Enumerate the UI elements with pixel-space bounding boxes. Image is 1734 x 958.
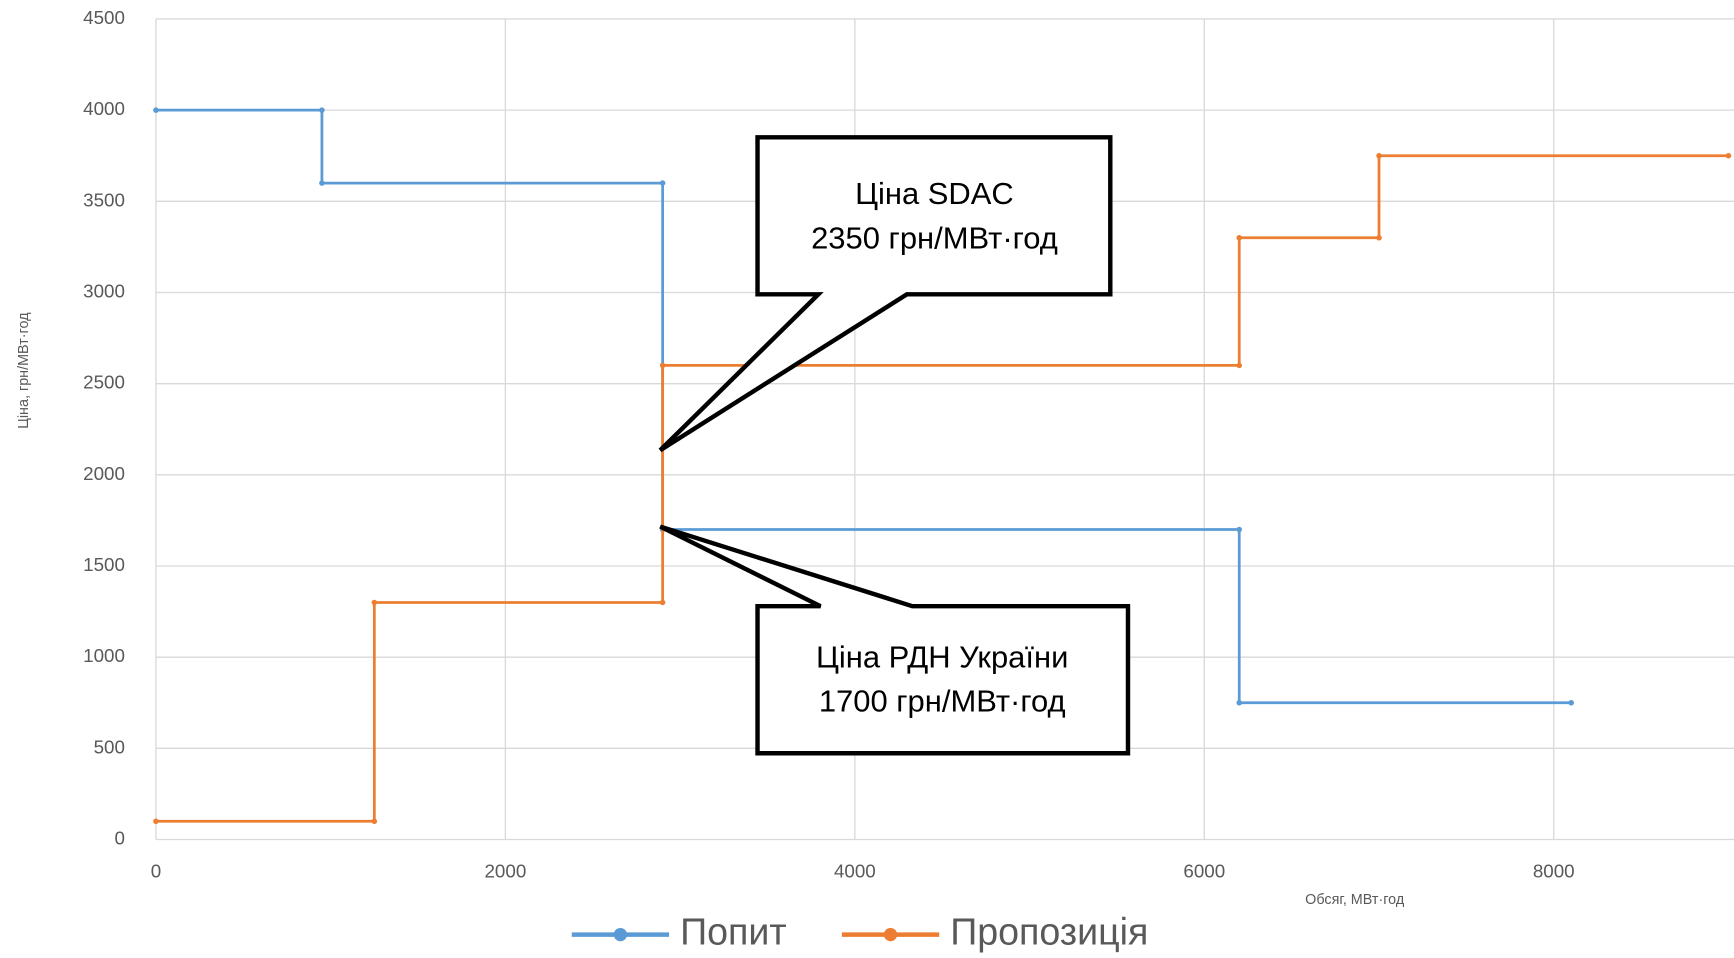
y-tick-label: 1500 [83,554,125,575]
y-tick-label: 3500 [83,189,125,210]
legend-label: Пропозиція [950,911,1148,953]
callout: Ціна SDAC 2350 грн/МВт·год [658,135,1113,453]
grid: 0 500 1000 1500 2000 2500 3000 3500 4000 4500 0 200… [83,7,1734,882]
data-point [371,599,378,606]
callout-text: 1700 грн/МВт·год [819,684,1066,719]
data-point [1725,152,1732,159]
x-tick-label: 8000 [1533,861,1575,882]
data-point [319,180,325,186]
data-point [319,107,325,113]
callout-text: Ціна SDAC [855,176,1014,211]
plot [153,107,1732,825]
x-tick-label: 6000 [1183,861,1225,882]
legend-marker [613,927,628,942]
data-point [1568,699,1574,706]
data-point [1236,362,1242,369]
y-tick-label: 3000 [83,280,125,301]
data-point [1236,526,1242,533]
data-point [153,107,159,113]
callout-box [659,524,1131,756]
y-tick-label: 1000 [83,645,125,666]
legend-marker [883,927,898,942]
y-tick-label: 2500 [83,372,125,393]
legend-label: Попит [680,911,786,953]
y-tick-label: 500 [94,736,125,757]
data-point [153,818,159,825]
data-point [659,180,666,186]
legend: Попит Пропозиція [571,911,1148,953]
y-tick-label: 4500 [83,7,125,28]
y-tick-label: 0 [115,827,125,848]
x-tick-label: 4000 [834,861,876,882]
data-point [1236,699,1242,706]
x-tick-label: 2000 [484,861,526,882]
y-axis-label: Ціна, грн/МВт·год [16,312,32,429]
data-point [1376,235,1382,241]
series-line [155,108,1572,705]
y-tick-label: 2000 [83,463,125,484]
data-point [659,599,666,606]
callout-text: 2350 грн/МВт·год [811,220,1058,255]
y-tick-label: 4000 [83,98,125,119]
series-line [155,154,1729,823]
callout-text: Ціна РДН України [816,639,1068,674]
data-point [1236,235,1242,241]
data-point [371,818,378,825]
callout: Ціна РДН України 1700 грн/МВт·год [659,524,1131,756]
x-tick-label: 0 [151,861,161,882]
data-point [1376,152,1382,159]
data-point [659,362,666,369]
x-axis-label: Обсяг, МВт·год [1305,892,1405,908]
callout-box [658,135,1113,453]
